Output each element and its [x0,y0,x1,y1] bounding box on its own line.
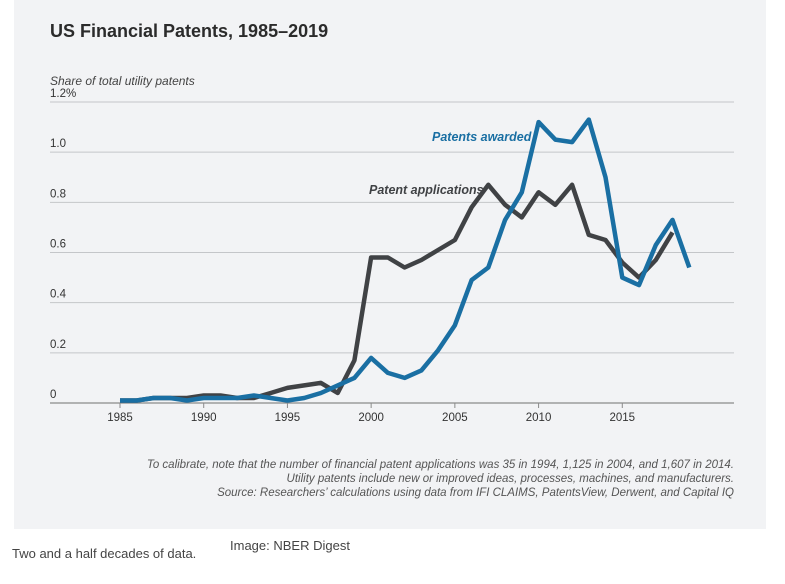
note-source: Source: Researchers’ calculations using … [217,487,734,499]
note-calibration: To calibrate, note that the number of fi… [147,459,734,471]
x-tick-label: 2010 [526,412,552,424]
x-tick-label: 1995 [275,412,301,424]
chart: US Financial Patents, 1985–2019 Share of… [50,21,734,499]
x-tick-label: 2015 [609,412,635,424]
y-tick-label: 0.8 [50,188,66,200]
y-tick-labels: 0 0.2 0.4 0.6 0.8 1.0 1.2% [50,88,76,401]
y-tick-label: 0.2 [50,339,66,351]
chart-panel: US Financial Patents, 1985–2019 Share of… [14,0,766,529]
x-tick-label: 2005 [442,412,468,424]
gridlines [50,101,734,404]
y-tick-label: 1.2% [50,88,76,100]
series-label-patent-applications: Patent applications [369,183,484,197]
image-caption: Two and a half decades of data. [12,546,197,561]
image-credit: Image: NBER Digest [230,538,350,553]
series-lines [119,117,692,403]
x-tick-label: 2000 [358,412,384,424]
chart-title: US Financial Patents, 1985–2019 [50,21,328,41]
series-line-patents-awarded [120,117,692,403]
series-line-patent-applications [120,182,675,403]
y-tick-label: 0 [50,389,56,401]
series-label-patents-awarded: Patents awarded [432,130,532,144]
x-tick-labels: 1985 1990 1995 2000 2005 2010 2015 [107,403,635,424]
x-tick-label: 1990 [191,412,217,424]
x-tick-label: 1985 [107,412,133,424]
y-tick-label: 1.0 [50,138,66,150]
y-tick-label: 0.4 [50,289,67,301]
y-tick-label: 0.6 [50,239,66,251]
note-definition: Utility patents include new or improved … [287,473,734,485]
y-axis-label: Share of total utility patents [50,74,195,88]
